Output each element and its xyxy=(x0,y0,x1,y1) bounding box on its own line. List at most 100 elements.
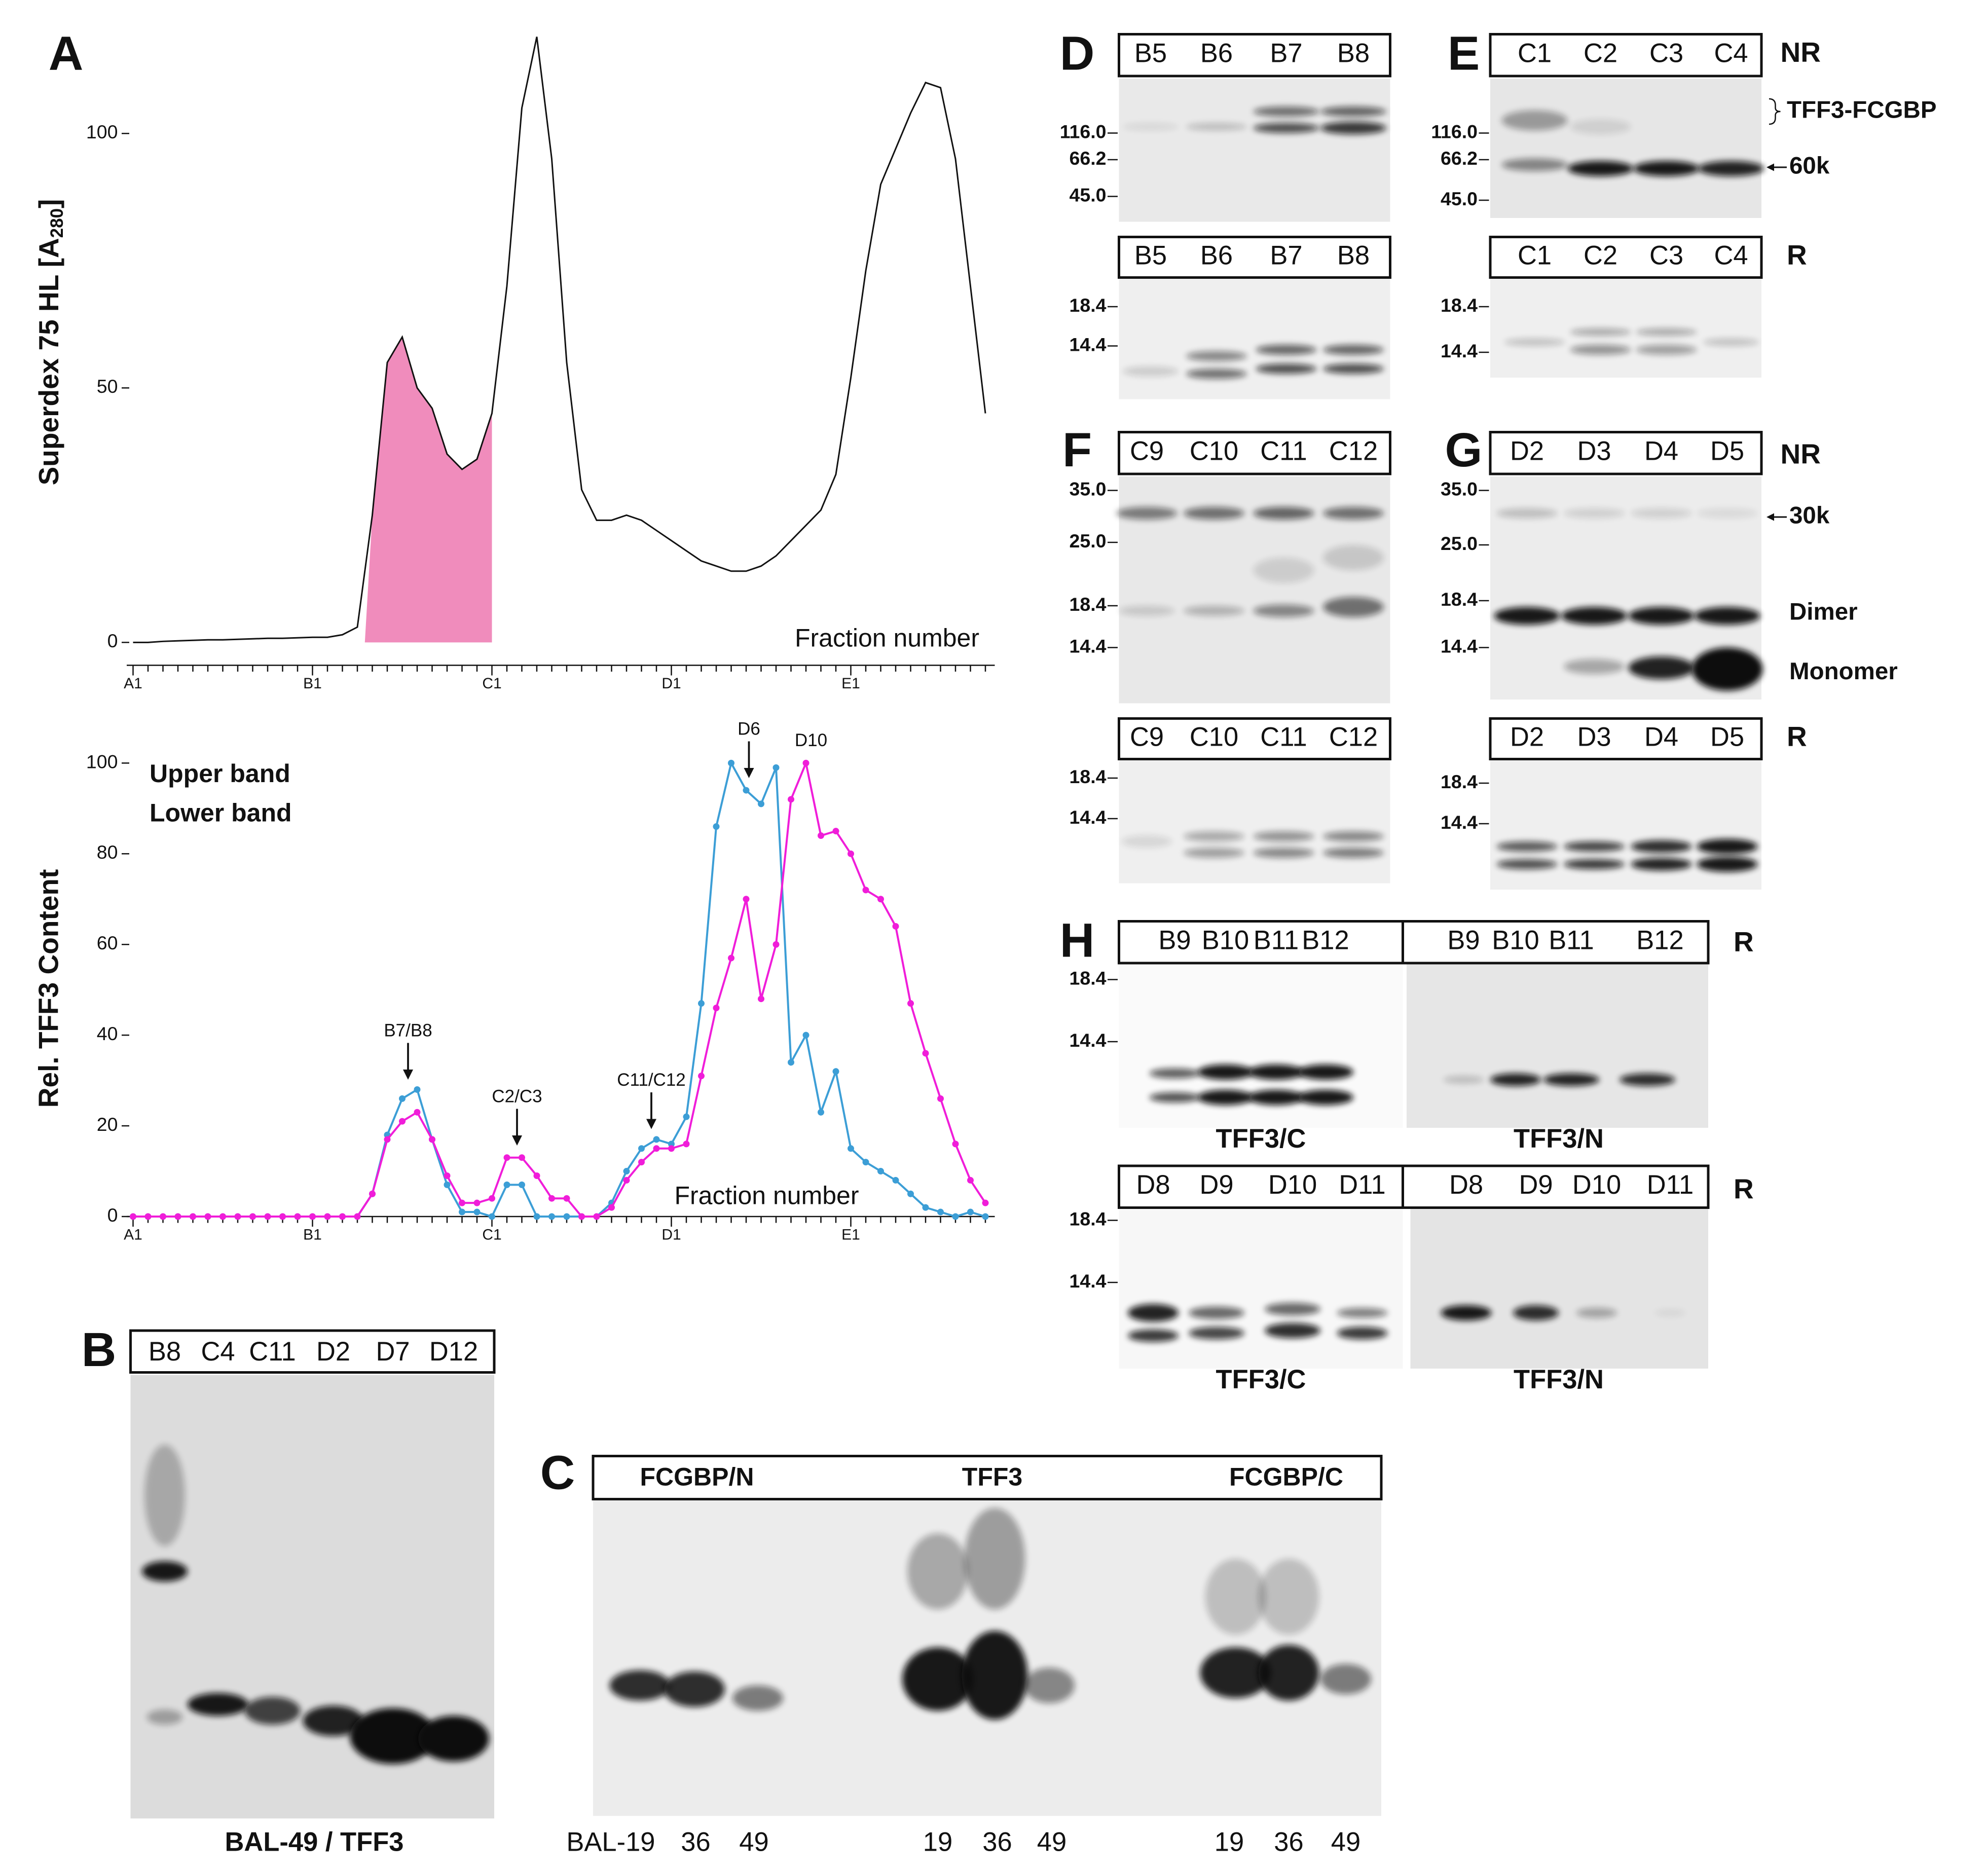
lane-label: C4 xyxy=(1714,39,1748,68)
lane-label: C3 xyxy=(1649,240,1683,270)
lane-label: C4 xyxy=(1714,240,1748,270)
gel-band xyxy=(1496,841,1558,852)
x-tick-label: D1 xyxy=(661,1226,681,1243)
lane-label: C11 xyxy=(1260,436,1307,466)
lane-label: D10 xyxy=(1268,1170,1317,1200)
sample-label: 19 xyxy=(923,1827,952,1857)
gel-band xyxy=(1567,161,1634,176)
lane-label: B7 xyxy=(1270,39,1302,68)
data-point xyxy=(653,1145,660,1152)
gel-band xyxy=(1186,123,1247,131)
marker-label: 18.4 xyxy=(1070,766,1107,787)
marker-label: 14.4 xyxy=(1070,334,1107,355)
gel-band xyxy=(188,1693,249,1716)
data-point xyxy=(369,1190,376,1197)
label-box xyxy=(129,1329,496,1374)
data-point xyxy=(503,1181,510,1188)
sample-label: 36 xyxy=(681,1827,710,1857)
data-point xyxy=(772,941,780,948)
gel-band xyxy=(1655,1309,1685,1317)
label-box xyxy=(1117,32,1391,78)
gel-band xyxy=(1256,363,1317,374)
data-point xyxy=(473,1199,481,1206)
data-point xyxy=(638,1145,645,1152)
data-point xyxy=(922,1050,929,1057)
marker-label: 14.4 xyxy=(1441,812,1478,833)
gel-band xyxy=(142,1561,188,1581)
gel-band xyxy=(1320,1664,1371,1695)
lane-label: C2 xyxy=(1584,240,1617,270)
gel-band xyxy=(962,1631,1028,1720)
marker-label: 45.0 xyxy=(1070,184,1107,205)
data-point xyxy=(234,1213,241,1220)
y-tick-label: 20 xyxy=(97,1114,118,1135)
data-point xyxy=(952,1141,959,1148)
gel-band xyxy=(1564,859,1625,869)
lane-label: C9 xyxy=(1130,436,1164,466)
x-tick-label: D1 xyxy=(661,675,681,692)
lane-label: D4 xyxy=(1644,722,1678,752)
y-axis-title-end: ] xyxy=(33,199,64,208)
sample-label: 19 xyxy=(1215,1827,1244,1857)
data-point xyxy=(444,1172,451,1179)
label-box xyxy=(1489,235,1763,279)
x-tick-label: E1 xyxy=(841,1226,860,1243)
marker-label: 18.4 xyxy=(1441,771,1478,792)
data-point xyxy=(967,1176,974,1184)
data-point xyxy=(683,1141,690,1148)
annotation: Monomer xyxy=(1789,658,1898,685)
data-point xyxy=(668,1145,675,1152)
gel-band xyxy=(1570,345,1631,355)
antibody-label: TFF3/N xyxy=(1514,1365,1604,1394)
data-point xyxy=(758,996,764,1003)
marker-label: 45.0 xyxy=(1441,188,1478,209)
x-tick-label: B1 xyxy=(303,675,322,692)
lane-label: B11 xyxy=(1254,926,1299,955)
highlight-area xyxy=(364,337,492,643)
data-point xyxy=(982,1213,989,1220)
gel-band xyxy=(1323,831,1384,841)
panel-label: G xyxy=(1445,423,1483,477)
y-tick-label: 50 xyxy=(97,376,118,397)
lane-label: B9 xyxy=(1158,926,1191,955)
data-point xyxy=(204,1213,211,1220)
x-axis-title: Fraction number xyxy=(674,1182,859,1210)
data-point xyxy=(728,954,735,962)
arrow-head xyxy=(1767,513,1774,521)
sample-label: 36 xyxy=(982,1827,1012,1857)
data-point xyxy=(489,1213,496,1220)
lane-label: B8 xyxy=(1337,39,1370,68)
lane-label: C12 xyxy=(1329,722,1378,752)
y-axis-title-text: Superdex 75 HL [A xyxy=(33,238,64,485)
lane-label: B10 xyxy=(1202,926,1249,955)
arrow-head xyxy=(403,1070,413,1080)
gel-band xyxy=(1570,328,1631,336)
gel-band xyxy=(964,1508,1025,1609)
gel-band xyxy=(1253,558,1314,583)
annotation: 30k xyxy=(1789,502,1830,529)
gel-band xyxy=(1128,1304,1179,1322)
annotation: Dimer xyxy=(1789,599,1858,626)
x-tick-label: A1 xyxy=(124,1226,142,1243)
gel-band xyxy=(1200,1647,1271,1698)
label-box xyxy=(592,1454,1383,1500)
sample-label: 49 xyxy=(1037,1827,1066,1857)
lane-label: D8 xyxy=(1136,1170,1170,1200)
lane-label: B8 xyxy=(1337,240,1370,270)
gel-band xyxy=(1561,607,1627,625)
data-point xyxy=(758,800,764,807)
lane-label: C2 xyxy=(1584,39,1617,68)
marker-label: 18.4 xyxy=(1441,295,1478,316)
gel-band xyxy=(1253,831,1314,841)
gel-band xyxy=(1128,1329,1179,1342)
gel-image xyxy=(1407,963,1708,1128)
panel-label: E xyxy=(1448,27,1480,81)
marker-label: 14.4 xyxy=(1070,1029,1107,1051)
annotation: C2/C3 xyxy=(492,1086,542,1106)
marker-label: 35.0 xyxy=(1070,478,1107,499)
data-point xyxy=(429,1136,436,1143)
data-point xyxy=(848,1145,855,1152)
x-tick-label: B1 xyxy=(303,1226,322,1243)
gel-band xyxy=(1703,338,1759,346)
data-point xyxy=(578,1213,585,1220)
